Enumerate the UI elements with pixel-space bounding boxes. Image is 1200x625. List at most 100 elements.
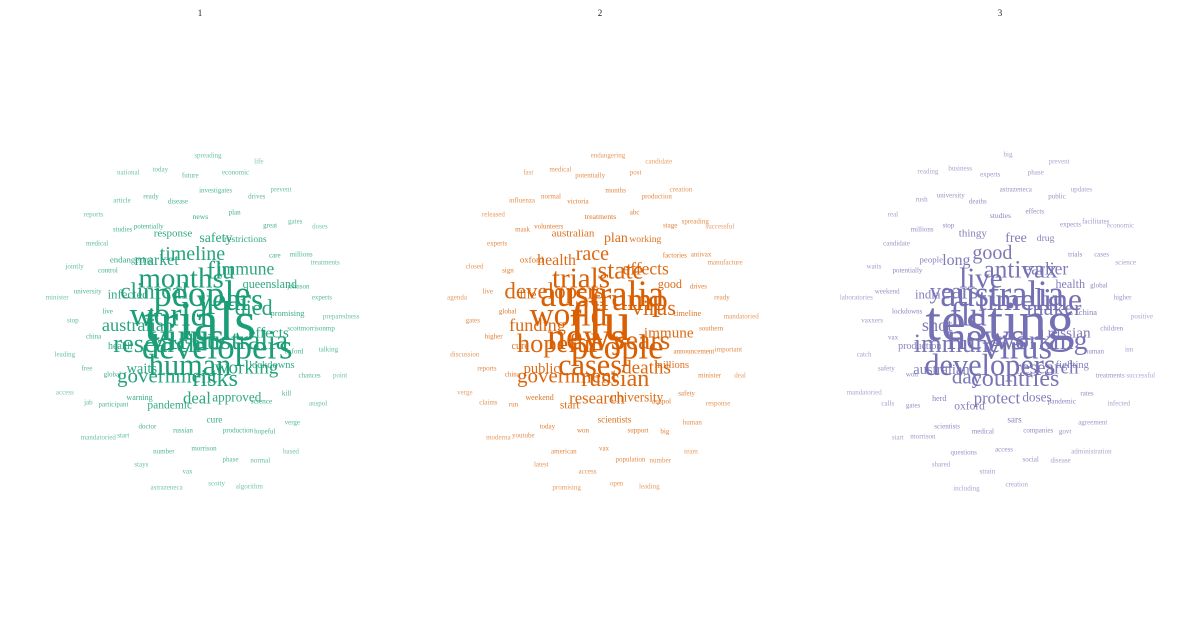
cloud-word: successful [1126,371,1156,380]
cloud-word: stop [66,316,79,325]
cloud-word: run [508,400,519,409]
cloud-word: effects [622,258,669,279]
cloud-word: including [953,484,980,493]
cloud-word: hopeful [516,327,598,358]
cloud-word: production [641,192,672,201]
cloud-word: working [629,233,662,245]
cloud-word: production [222,426,254,435]
cloud-word: strain [979,467,996,476]
cloud-word: virus [982,327,1053,367]
cloud-word: victoria [567,197,589,206]
cloud-word: thingy [958,227,987,240]
cloud-word: timeline [977,281,1083,317]
cloud-word: millions [654,359,690,371]
cloud-word: released [481,210,505,219]
cloud-word: weekend [525,393,554,403]
cloud-word: antivax [983,256,1058,284]
cloud-word: number [153,447,175,456]
cloud-word: trials [144,291,256,353]
cloud-word: people [153,272,251,314]
cloud-word: world [129,296,208,334]
cloud-word: years [196,281,264,317]
cloud-word: good [657,277,682,292]
cloud-word: oxford [954,400,985,413]
cloud-word: endangering [590,151,626,160]
cloud-word: stays [134,460,149,469]
cloud-word: china [86,332,102,341]
cloud-word: free [81,364,93,373]
cloud-word: support [627,426,649,435]
cloud-word: participant [98,400,129,409]
cloud-word: mandatoried [723,312,759,321]
cloud-word: months [605,186,626,195]
cloud-word: developers [924,348,1056,383]
cloud-word: health [107,340,133,352]
cloud-word: won [576,426,590,435]
cloud-word: treatments [1095,371,1125,380]
cloud-word: normal [250,456,271,465]
cloud-word: timeline [159,242,226,265]
cloud-word: start [117,431,130,440]
cloud-word: administration [1071,447,1112,456]
panel-title: 2 [597,8,603,18]
cloud-word: catch [856,350,872,359]
cloud-word: verge [284,418,301,427]
cloud-word: access [55,388,74,397]
cloud-word: years [929,278,979,304]
cloud-word: candidate [645,157,673,166]
cloud-word: potentially [892,266,923,275]
cloud-word: phase [1027,168,1044,177]
cloud-word: companies [1023,426,1054,435]
cloud-word: astrazeneca [999,185,1032,194]
cloud-word: infected [107,287,149,302]
cloud-word: disease [1050,456,1071,465]
cloud-word: live [482,287,493,296]
cloud-word: deaths [968,197,987,205]
cloud-word: maker [1026,295,1082,321]
cloud-word: discussion [450,350,480,359]
cloud-word: studies [989,211,1011,221]
cloud-word: minister [698,371,722,380]
cloud-word: market [134,252,179,270]
cloud-word: ready [143,192,159,201]
cloud-word: shared [931,460,951,469]
cloud-word: higher [1113,293,1132,302]
cloud-word: promising [552,483,581,492]
cloud-word: southern [699,324,724,333]
cloud-word: shot [921,314,953,335]
cloud-word: sign [502,266,514,275]
word-cloud: trials virus people developers world years hum… [0,0,400,625]
cloud-word: lockdowns [249,359,295,371]
cloud-word: working [995,323,1088,355]
cloud-word: care [268,251,281,260]
cloud-word: died [234,295,273,321]
cloud-word: algorithm [235,482,263,491]
cloud-word: antivax [690,250,712,259]
cloud-word: global [103,370,122,378]
cloud-word: positive [1130,312,1153,321]
cloud-word: morrison [191,444,217,453]
wordcloud-panel-1: 1 trials virus people developers world years h… [0,0,400,625]
cloud-word: waits [126,361,158,378]
cloud-word: health [1055,277,1085,292]
cloud-word: risks [192,365,238,392]
panel-title: 1 [197,8,203,18]
cloud-word: developers [141,327,293,367]
cloud-word: reports [83,210,104,219]
cloud-word: great [263,221,278,230]
cloud-word: treatments [310,258,340,267]
cloud-word: university [936,191,965,200]
cloud-word: doses [1022,389,1052,405]
cloud-word: clinical [120,278,188,304]
cloud-word: influenza [508,196,536,205]
cloud-word: race [575,242,610,265]
cloud-word: potentially [575,171,606,180]
cloud-word: lockdowns [892,307,923,316]
cloud-word: drives [248,192,266,201]
cloud-word: economic [1106,221,1135,230]
cloud-word: day [951,364,983,389]
cloud-word: immune [216,258,275,279]
cloud-word: health [537,252,576,270]
cloud-word: ready [714,293,730,302]
cloud-word: cases [1094,250,1109,259]
